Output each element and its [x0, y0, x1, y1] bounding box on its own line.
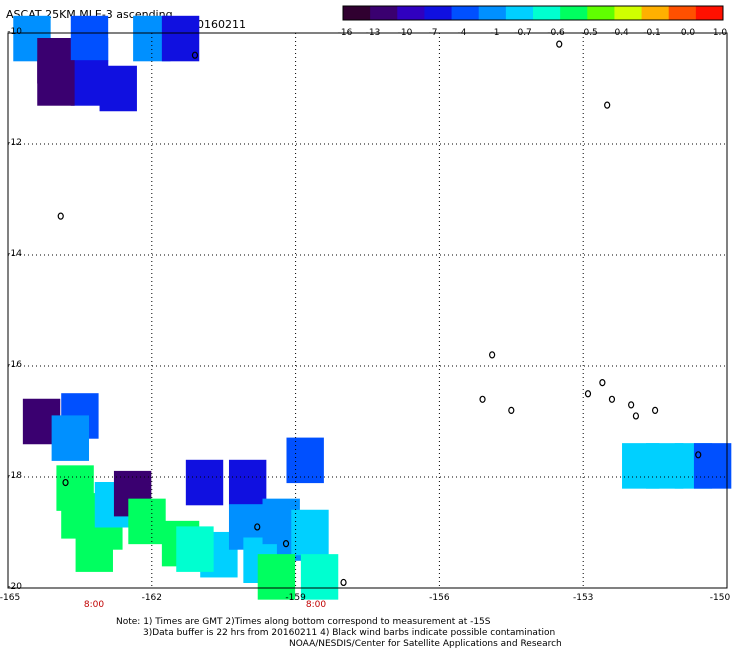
color-bar-segment	[397, 6, 425, 20]
map-date: 20160211	[190, 18, 246, 31]
island-outline	[254, 523, 261, 531]
color-bar-segment	[505, 6, 534, 20]
latitude-label: -14	[7, 249, 22, 259]
time-label-2: 8:00	[305, 600, 327, 610]
latitude-label: -18	[7, 471, 22, 481]
color-bar-segment	[695, 6, 724, 20]
wind-cell	[286, 437, 324, 484]
longitude-label: -153	[572, 593, 594, 603]
wind-cell	[128, 498, 166, 545]
island-outline	[584, 390, 592, 398]
note-line-1: Note: 1) Times are GMT 2)Times along bot…	[116, 617, 491, 627]
wind-cell	[291, 509, 329, 556]
color-bar	[342, 5, 724, 21]
island-outline	[191, 51, 199, 59]
time-label-1: 8:00	[83, 600, 105, 610]
wind-cell	[693, 443, 732, 489]
wind-cell	[300, 554, 339, 600]
wind-cell	[37, 60, 75, 106]
island-outline	[599, 379, 606, 387]
wind-cell	[228, 459, 267, 506]
wind-cell	[75, 526, 113, 572]
wind-cell	[185, 459, 224, 506]
color-bar-segment	[533, 6, 561, 20]
longitude-label: -159	[285, 593, 306, 603]
island-outline	[628, 401, 635, 409]
island-outline	[489, 351, 496, 359]
longitude-label: -165	[0, 593, 21, 603]
island-outline	[632, 412, 640, 420]
longitude-label: -162	[141, 593, 163, 603]
wind-cell	[257, 554, 296, 600]
island-outline	[508, 406, 515, 414]
latitude-label: -12	[7, 138, 22, 148]
color-bar-segment	[478, 6, 507, 20]
color-bar-segment	[560, 6, 588, 20]
color-bar-frame	[342, 5, 724, 21]
color-bar-segment	[343, 6, 371, 20]
island-outline	[651, 406, 659, 414]
note-line-3: NOAA/NESDIS/Center for Satellite Applica…	[289, 639, 562, 649]
color-bar-segment	[451, 6, 480, 20]
plot-frame	[7, 32, 728, 589]
color-bar-segment	[614, 6, 643, 20]
latitude-label: -10	[7, 27, 22, 37]
wind-cell	[176, 526, 214, 572]
island-outline	[340, 578, 347, 587]
map-title: ASCAT 25KM MLE-3 ascending	[6, 8, 173, 21]
island-outline	[695, 451, 702, 459]
color-bar-segment	[370, 6, 398, 20]
latitude-label: -20	[7, 582, 22, 592]
note-line-2: 3)Data buffer is 22 hrs from 20160211 4)…	[143, 628, 556, 638]
island-outline	[604, 101, 611, 109]
color-bar-segment	[641, 6, 670, 20]
island-outline	[57, 212, 64, 220]
color-bar-segment	[587, 6, 615, 20]
wind-cell	[70, 60, 109, 106]
island-outline	[282, 539, 290, 548]
island-outline	[479, 395, 486, 403]
wind-cell	[161, 15, 200, 62]
island-outline	[556, 40, 563, 48]
longitude-label: -156	[429, 593, 450, 603]
color-bar-segment	[668, 6, 697, 20]
island-outline	[608, 395, 616, 403]
island-outline	[62, 478, 69, 487]
latitude-label: -16	[7, 360, 22, 370]
color-bar-segment	[424, 6, 453, 20]
longitude-label: -150	[709, 593, 731, 603]
wind-cell	[51, 415, 90, 461]
